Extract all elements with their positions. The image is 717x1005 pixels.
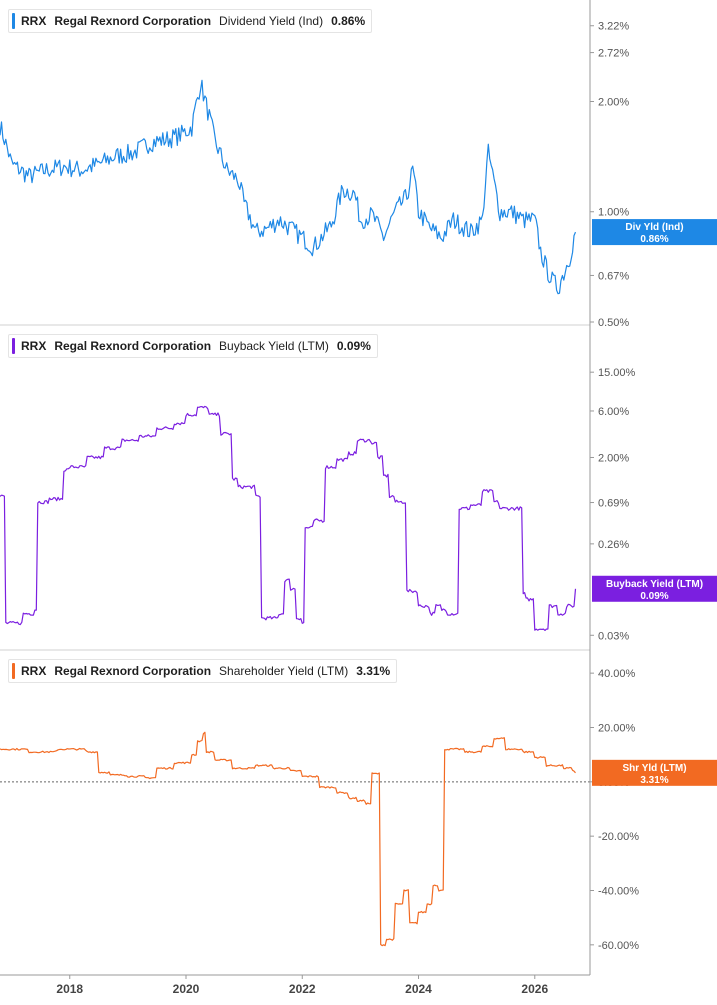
series-line — [0, 405, 577, 631]
y-tick-label: 0.26% — [598, 539, 629, 551]
x-tick-label: 2020 — [173, 982, 200, 996]
y-tick-label: -20.00% — [598, 831, 639, 843]
x-tick-label: 2022 — [289, 982, 316, 996]
badge-value: 0.09% — [640, 591, 668, 602]
x-tick-label: 2024 — [405, 982, 432, 996]
chart-panel-3: -60.00%-40.00%-20.00%0.00%20.00%40.00%Sh… — [0, 649, 717, 952]
y-tick-label: 2.00% — [598, 96, 629, 108]
legend-company: Regal Rexnord Corporation — [54, 339, 212, 353]
legend-color-swatch — [12, 13, 15, 29]
legend-color-swatch — [12, 663, 15, 679]
x-tick-label: 2026 — [521, 982, 548, 996]
badge-label: Buyback Yield (LTM) — [606, 579, 703, 590]
y-tick-label: -60.00% — [598, 940, 639, 952]
value-badge: Shr Yld (LTM)3.31% — [592, 759, 717, 786]
chart-panel-1: 0.50% 0.67% 1.00% 2.00% 2.72% 3.22% Div Yld (I… — [0, 21, 717, 329]
value-badge: Div Yld (Ind)0.86% — [592, 219, 717, 246]
y-tick-label: 2.72% — [598, 48, 629, 60]
y-tick-label: 40.00% — [598, 668, 636, 680]
y-tick-label: 0.50% — [598, 317, 629, 329]
badge-value: 3.31% — [640, 775, 668, 786]
legend-company: Regal Rexnord Corporation — [54, 14, 212, 28]
legend-metric: Dividend Yield (Ind) — [219, 14, 324, 28]
legend-value: 0.86% — [331, 14, 366, 28]
legend-ticker: RRX — [21, 339, 47, 353]
legend-color-swatch — [12, 338, 15, 354]
badge-label: Shr Yld (LTM) — [622, 763, 686, 774]
y-tick-label: 0.69% — [598, 498, 629, 510]
legend-metric: Shareholder Yield (LTM) — [219, 664, 349, 678]
series-legend: RRX Regal Rexnord Corporation Buyback Yiel… — [8, 334, 378, 358]
legend-value: 0.09% — [336, 339, 371, 353]
y-tick-label: 20.00% — [598, 722, 636, 734]
y-tick-label: 15.00% — [598, 367, 636, 379]
legend-ticker: RRX — [21, 664, 47, 678]
legend-company: Regal Rexnord Corporation — [54, 664, 212, 678]
y-tick-label: 0.67% — [598, 270, 629, 282]
y-tick-label: -40.00% — [598, 885, 639, 897]
value-badge: Buyback Yield (LTM)0.09% — [592, 575, 717, 602]
x-tick-label: 2018 — [56, 982, 83, 996]
y-tick-label: 6.00% — [598, 406, 629, 418]
series-line — [0, 731, 576, 947]
legend-ticker: RRX — [21, 14, 47, 28]
series-legend: RRX Regal Rexnord Corporation Shareholder … — [8, 659, 398, 683]
chart-panel-2: 0.03% 0.26% 0.69% 2.00% 6.00% 15.00% Buyback Y… — [0, 324, 717, 642]
legend-metric: Buyback Yield (LTM) — [219, 339, 329, 353]
badge-value: 0.86% — [640, 234, 668, 245]
y-tick-label: 3.22% — [598, 21, 629, 33]
legend-value: 3.31% — [356, 664, 391, 678]
series-line — [0, 79, 577, 295]
series-legend: RRX Regal Rexnord Corporation Dividend Yie… — [8, 9, 373, 33]
badge-label: Div Yld (Ind) — [625, 222, 683, 233]
y-tick-label: 1.00% — [598, 207, 629, 219]
y-tick-label: 2.00% — [598, 452, 629, 464]
y-tick-label: 0.03% — [598, 630, 629, 642]
